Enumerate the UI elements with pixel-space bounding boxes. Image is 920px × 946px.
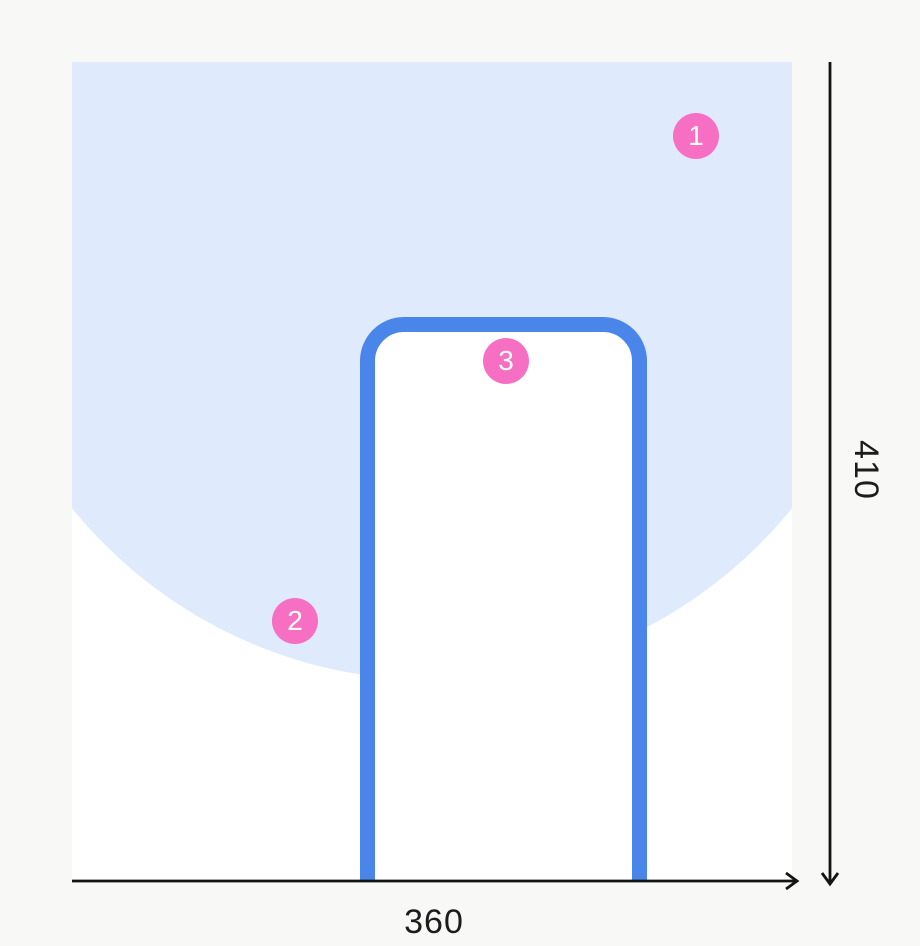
callout-marker-1[interactable]: 1 [673, 113, 719, 159]
height-dimension-label: 410 [847, 440, 885, 500]
width-dimension-label: 360 [404, 903, 464, 941]
callout-marker-2[interactable]: 2 [272, 598, 318, 644]
viewport-canvas [72, 62, 792, 880]
device-frame [360, 317, 647, 880]
callout-marker-3[interactable]: 3 [483, 338, 529, 384]
width-arrow-right-icon [72, 871, 800, 891]
height-arrow-down-icon [820, 62, 840, 887]
